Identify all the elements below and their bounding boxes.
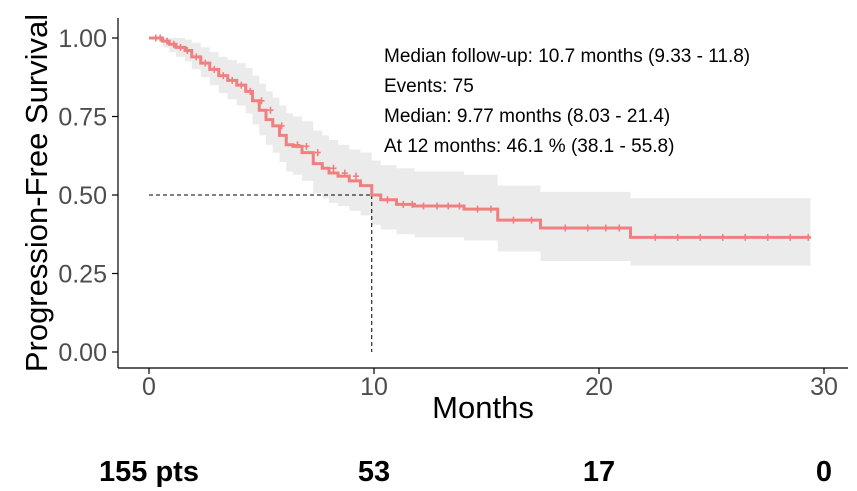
censor-mark — [674, 233, 681, 241]
confidence-band-layer — [149, 38, 811, 266]
censor-mark — [170, 40, 177, 48]
censor-mark — [456, 202, 463, 210]
censor-mark — [602, 224, 609, 232]
censor-mark — [258, 97, 265, 105]
censor-mark — [562, 224, 569, 232]
censor-mark — [400, 200, 407, 208]
survival-curve-layer — [149, 36, 811, 239]
x-tick-label: 20 — [585, 373, 613, 401]
censor-mark — [211, 65, 218, 73]
censor-mark — [229, 76, 236, 84]
censor-mark — [474, 205, 481, 213]
x-tick-label: 10 — [360, 373, 388, 401]
censor-mark — [193, 53, 200, 61]
y-tick-layer: 0.00 0.25 0.50 0.75 1.00 — [58, 25, 118, 367]
censor-mark — [409, 200, 416, 208]
y-tick-label: 0.00 — [58, 339, 107, 367]
censor-mark — [247, 87, 254, 95]
x-tick-layer: 0 10 20 30 — [142, 368, 838, 401]
censor-mark — [528, 216, 535, 224]
censor-mark — [220, 72, 227, 80]
risk-count: 155 pts — [99, 456, 199, 488]
censor-mark — [330, 164, 337, 172]
censor-mark — [488, 205, 494, 213]
censor-mark — [314, 149, 321, 157]
annotation-block: Median follow-up: 10.7 months (9.33 - 11… — [384, 46, 750, 157]
median-guide-layer — [149, 194, 373, 352]
censor-mark — [177, 43, 184, 51]
censor-mark — [353, 172, 359, 180]
censor-mark — [787, 233, 794, 241]
annotation-line: Median follow-up: 10.7 months (9.33 - 11… — [384, 46, 750, 67]
censor-mark — [157, 34, 164, 42]
censor-mark-layer — [152, 34, 812, 241]
risk-count: 53 — [358, 456, 390, 488]
censor-mark — [652, 233, 659, 241]
censor-mark — [697, 233, 704, 241]
risk-table: 155 pts 53 17 0 — [99, 456, 832, 488]
x-tick-label: 30 — [810, 373, 838, 401]
censor-mark — [303, 142, 310, 150]
censor-mark — [584, 224, 591, 232]
censor-mark — [420, 202, 427, 210]
censor-mark — [805, 233, 812, 241]
censor-mark — [384, 196, 391, 204]
y-tick-label: 1.00 — [58, 25, 107, 53]
annotation-line: At 12 months: 46.1 % (38.1 - 55.8) — [384, 136, 674, 157]
x-axis-title: Months — [432, 390, 534, 425]
censor-mark — [164, 37, 170, 45]
censor-mark — [238, 81, 245, 89]
axes — [117, 18, 848, 369]
censor-mark — [278, 122, 285, 130]
censor-mark — [294, 141, 301, 149]
annotation-line: Events: 75 — [384, 76, 474, 97]
censor-mark — [764, 233, 771, 241]
survival-curve — [149, 36, 811, 239]
y-tick-label: 0.75 — [58, 104, 107, 132]
censor-mark — [616, 224, 623, 232]
censor-mark — [445, 202, 452, 210]
y-tick-label: 0.25 — [58, 261, 107, 289]
censor-mark — [719, 233, 726, 241]
censor-mark — [267, 106, 274, 114]
y-axis-title: Progression-Free Survival — [19, 14, 54, 372]
censor-mark — [742, 233, 749, 241]
y-tick-label: 0.50 — [58, 182, 107, 210]
censor-mark — [510, 216, 517, 224]
censor-mark — [341, 169, 348, 177]
censor-mark — [184, 47, 191, 55]
x-tick-label: 0 — [142, 373, 156, 401]
annotation-line: Median: 9.77 months (8.03 - 21.4) — [384, 106, 670, 127]
censor-mark — [202, 59, 209, 67]
risk-count: 0 — [816, 456, 832, 488]
risk-count: 17 — [583, 456, 615, 488]
confidence-band — [149, 38, 811, 266]
censor-mark — [434, 202, 440, 210]
